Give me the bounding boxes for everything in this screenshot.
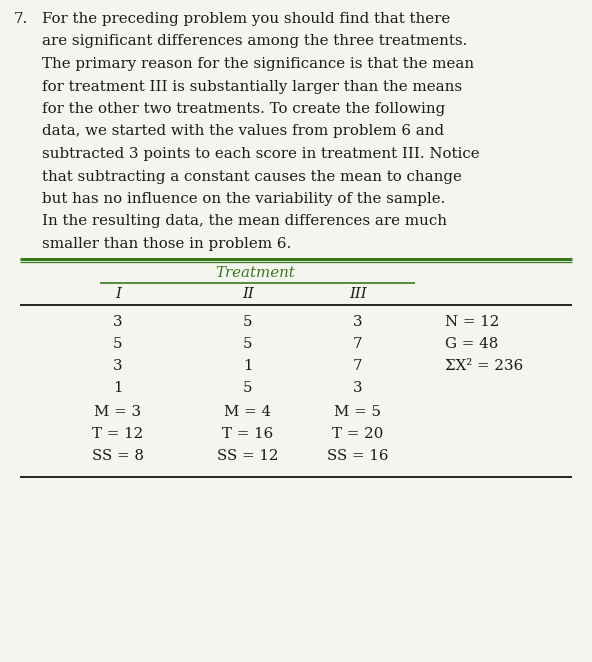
Text: T = 20: T = 20 [332,427,384,441]
Text: 7.: 7. [14,12,28,26]
Text: 5: 5 [243,315,253,329]
Text: M = 4: M = 4 [224,405,272,419]
Text: data, we started with the values from problem 6 and: data, we started with the values from pr… [42,124,444,138]
Text: 3: 3 [113,359,123,373]
Text: III: III [349,287,367,301]
Text: SS = 12: SS = 12 [217,449,279,463]
Text: 3: 3 [353,315,363,329]
Text: subtracted 3 points to each score in treatment III. Notice: subtracted 3 points to each score in tre… [42,147,480,161]
Text: 3: 3 [113,315,123,329]
Text: I: I [115,287,121,301]
Text: ΣX² = 236: ΣX² = 236 [445,359,523,373]
Text: N = 12: N = 12 [445,315,500,329]
Text: 7: 7 [353,337,363,351]
Text: SS = 16: SS = 16 [327,449,389,463]
Text: SS = 8: SS = 8 [92,449,144,463]
Text: 5: 5 [243,337,253,351]
Text: 5: 5 [243,381,253,395]
Text: For the preceding problem you should find that there: For the preceding problem you should fin… [42,12,451,26]
Text: G = 48: G = 48 [445,337,498,351]
Text: T = 12: T = 12 [92,427,144,441]
Text: 1: 1 [113,381,123,395]
Text: M = 5: M = 5 [334,405,381,419]
Text: for treatment III is substantially larger than the means: for treatment III is substantially large… [42,79,462,93]
Text: 7: 7 [353,359,363,373]
Text: T = 16: T = 16 [223,427,274,441]
Text: Treatment: Treatment [215,266,295,280]
Text: The primary reason for the significance is that the mean: The primary reason for the significance … [42,57,474,71]
Text: 1: 1 [243,359,253,373]
Text: In the resulting data, the mean differences are much: In the resulting data, the mean differen… [42,214,447,228]
Text: M = 3: M = 3 [95,405,141,419]
Text: 5: 5 [113,337,123,351]
Text: are significant differences among the three treatments.: are significant differences among the th… [42,34,467,48]
Text: but has no influence on the variability of the sample.: but has no influence on the variability … [42,192,445,206]
Text: that subtracting a constant causes the mean to change: that subtracting a constant causes the m… [42,169,462,183]
Text: 3: 3 [353,381,363,395]
Text: II: II [242,287,254,301]
Text: for the other two treatments. To create the following: for the other two treatments. To create … [42,102,445,116]
Text: smaller than those in problem 6.: smaller than those in problem 6. [42,237,291,251]
